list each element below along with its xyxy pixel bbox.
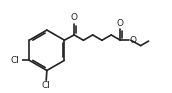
Text: O: O — [117, 19, 124, 28]
Text: Cl: Cl — [42, 81, 51, 90]
Text: O: O — [71, 13, 78, 22]
Text: O: O — [129, 36, 136, 45]
Text: Cl: Cl — [11, 56, 20, 65]
